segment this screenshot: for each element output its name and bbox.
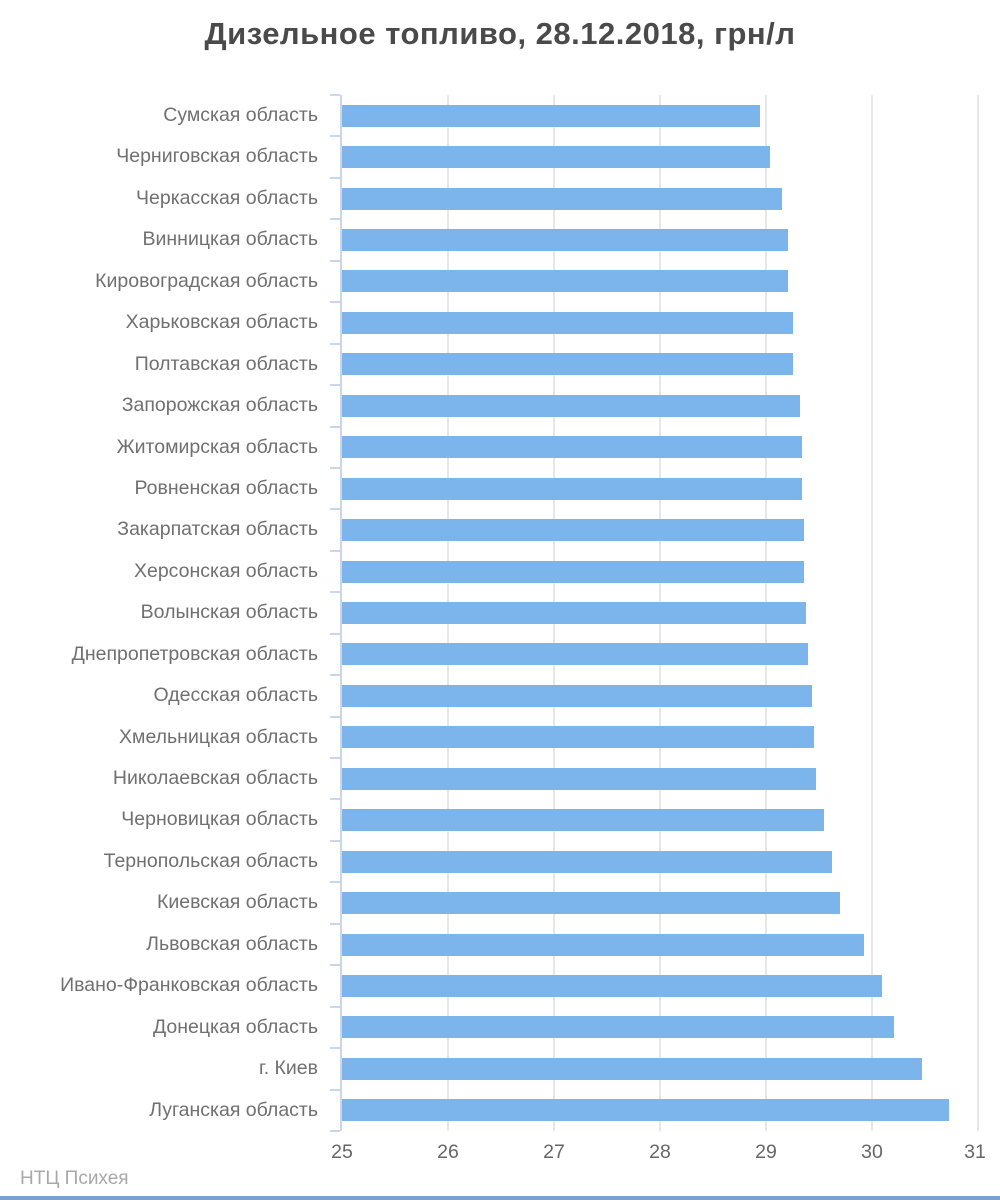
category-axis-tick — [330, 466, 340, 469]
category-axis-tick — [330, 135, 340, 138]
category-label: Львовская область — [146, 932, 318, 955]
watermark-text: НТЦ Психея — [20, 1168, 129, 1189]
gridline — [977, 95, 979, 1131]
category-label: Одесская область — [153, 684, 318, 707]
category-label: Винницкая область — [142, 228, 318, 251]
category-axis-tick — [330, 176, 340, 179]
category-axis-tick — [330, 549, 340, 552]
plot-area — [330, 94, 979, 1132]
category-axis-tick — [330, 757, 340, 760]
bar[interactable] — [342, 726, 814, 749]
category-axis-labels: Сумская область Черниговская область Черка… — [0, 95, 318, 1131]
category-label: Николаевская область — [112, 767, 318, 790]
category-label: Ивано-Франковская область — [60, 974, 318, 997]
category-label: Луганская область — [149, 1098, 318, 1121]
bar[interactable] — [342, 560, 805, 583]
bar[interactable] — [342, 643, 809, 666]
x-tick-label: 31 — [964, 1141, 986, 1163]
category-axis-tick — [330, 715, 340, 718]
bar[interactable] — [342, 602, 807, 624]
category-axis-tick — [330, 1047, 340, 1050]
x-tick-label: 27 — [543, 1141, 565, 1163]
category-axis-tick — [330, 1088, 340, 1091]
category-axis-tick — [330, 674, 340, 677]
bar[interactable] — [342, 311, 793, 334]
bar[interactable] — [342, 1057, 922, 1080]
bar[interactable] — [342, 684, 812, 707]
bar[interactable] — [342, 519, 805, 542]
category-label: Полтавская область — [134, 352, 318, 375]
bottom-accent-bar — [0, 1196, 1000, 1200]
category-axis-tick — [330, 964, 340, 967]
category-axis-tick — [330, 591, 340, 594]
value-axis-labels: 25 26 27 28 29 30 31 — [0, 1141, 1000, 1167]
bar[interactable] — [342, 767, 816, 790]
category-axis-tick — [330, 425, 340, 428]
bar[interactable] — [342, 104, 760, 127]
bar[interactable] — [342, 146, 771, 169]
category-label: Ровненская область — [134, 476, 318, 499]
bar[interactable] — [342, 353, 793, 376]
category-label: Херсонская область — [133, 559, 318, 582]
category-axis-tick — [330, 94, 340, 96]
category-label: г. Киев — [258, 1057, 318, 1080]
category-label: Кировоградская область — [95, 269, 318, 292]
bar[interactable] — [342, 394, 800, 417]
bar[interactable] — [342, 1099, 950, 1122]
bar[interactable] — [342, 1016, 895, 1039]
category-label: Хмельницкая область — [119, 725, 318, 748]
category-axis-tick — [330, 798, 340, 801]
category-label: Сумская область — [163, 104, 318, 126]
category-axis-tick — [330, 218, 340, 221]
category-axis-tick — [330, 922, 340, 925]
category-label: Черкасская область — [136, 186, 318, 209]
bar[interactable] — [342, 974, 882, 997]
bar[interactable] — [342, 933, 864, 956]
x-tick-label: 30 — [861, 1141, 883, 1163]
bar[interactable] — [342, 850, 832, 873]
bar[interactable] — [342, 270, 789, 293]
category-label: Черниговская область — [116, 145, 318, 168]
category-label: Житомирская область — [116, 435, 318, 458]
category-label: Запорожская область — [121, 394, 318, 417]
category-axis-tick — [330, 384, 340, 387]
bar[interactable] — [342, 809, 825, 832]
bar[interactable] — [342, 477, 803, 500]
category-label: Волынская область — [140, 601, 318, 624]
bar[interactable] — [342, 229, 789, 252]
category-axis-tick — [330, 632, 340, 635]
category-axis-tick — [330, 301, 340, 304]
chart-title: Дизельное топливо, 28.12.2018, грн/л — [204, 16, 796, 51]
category-label: Донецкая область — [152, 1015, 318, 1038]
category-axis-tick — [330, 342, 340, 345]
category-label: Черновицкая область — [121, 808, 318, 831]
category-axis-tick — [330, 839, 340, 842]
bar[interactable] — [342, 892, 841, 915]
gridline — [871, 95, 873, 1131]
category-label: Киевская область — [157, 891, 318, 914]
category-axis-tick — [330, 1005, 340, 1008]
category-axis-tick — [330, 881, 340, 884]
category-label: Тернопольская область — [103, 849, 318, 872]
category-label: Закарпатская область — [117, 518, 318, 541]
category-axis-tick — [330, 259, 340, 262]
x-tick-label: 29 — [755, 1141, 777, 1163]
category-label: Днепропетровская область — [71, 642, 318, 665]
category-label: Харьковская область — [125, 311, 318, 334]
category-axis-tick — [330, 1130, 340, 1132]
x-tick-label: 25 — [331, 1141, 353, 1163]
bar[interactable] — [342, 187, 782, 210]
x-tick-label: 28 — [649, 1141, 671, 1163]
category-axis-tick — [330, 508, 340, 511]
x-tick-label: 26 — [437, 1141, 459, 1163]
bar[interactable] — [342, 436, 803, 459]
